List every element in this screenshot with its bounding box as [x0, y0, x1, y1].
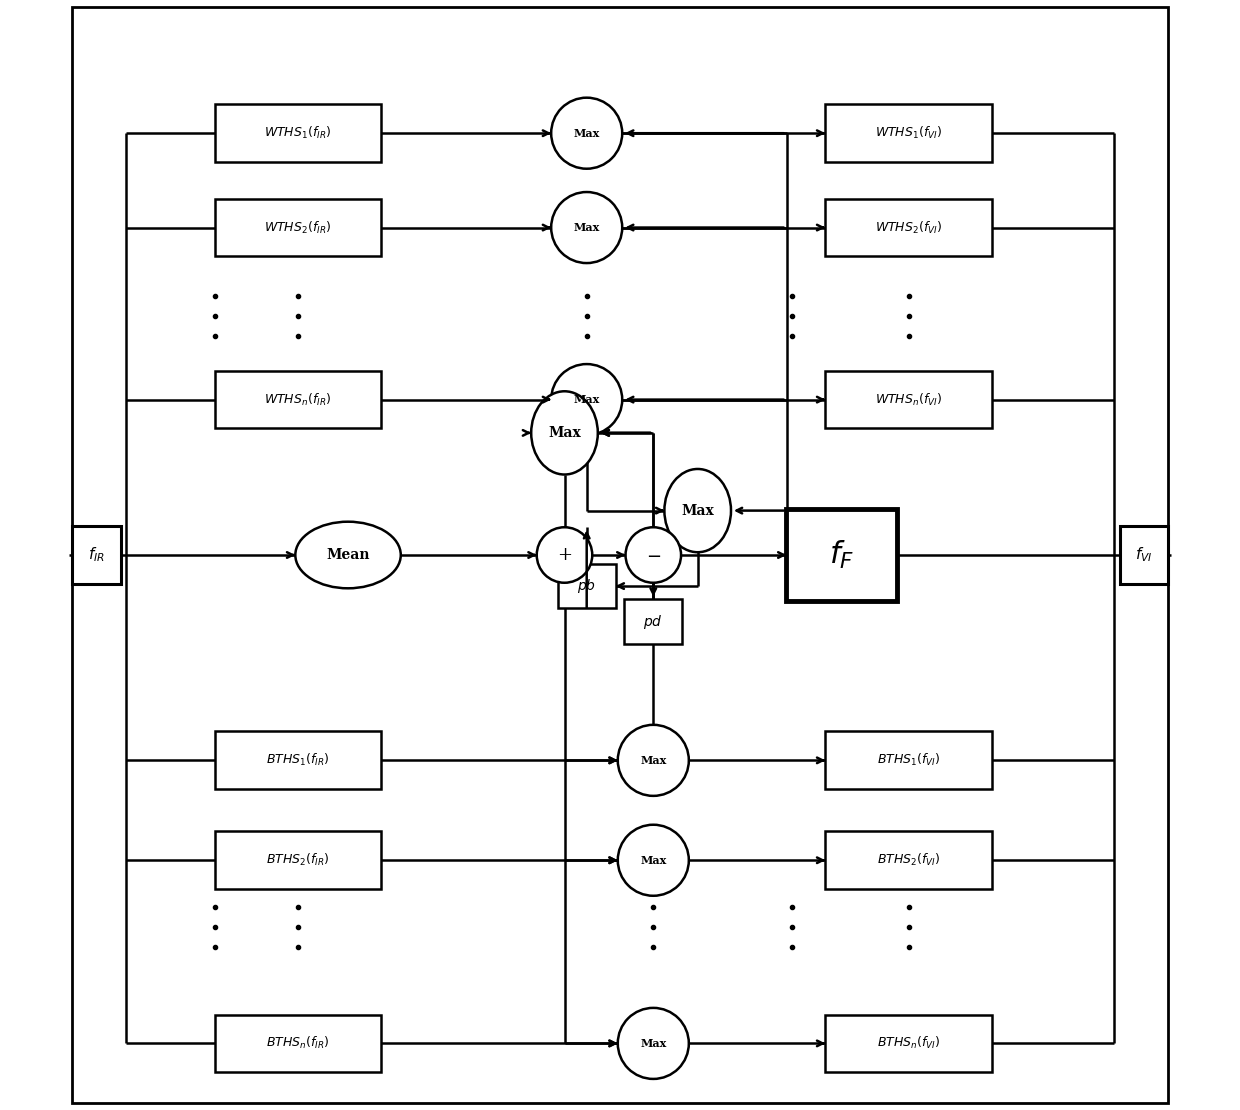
- Text: $BTHS_n(f_{VI})$: $BTHS_n(f_{VI})$: [877, 1036, 940, 1051]
- Text: $f_F$: $f_F$: [830, 539, 854, 571]
- Bar: [558, 564, 615, 608]
- Bar: [826, 831, 992, 889]
- Ellipse shape: [531, 391, 598, 475]
- Text: Max: Max: [574, 128, 600, 139]
- Bar: [215, 1015, 382, 1072]
- Text: Max: Max: [681, 504, 714, 517]
- Bar: [215, 831, 382, 889]
- Text: Max: Max: [574, 394, 600, 405]
- Text: Mean: Mean: [326, 548, 370, 562]
- Circle shape: [551, 364, 622, 435]
- Text: $BTHS_2(f_{VI})$: $BTHS_2(f_{VI})$: [877, 852, 940, 868]
- Circle shape: [551, 192, 622, 263]
- Circle shape: [625, 527, 681, 583]
- Text: $WTHS_1(f_{IR})$: $WTHS_1(f_{IR})$: [264, 125, 332, 141]
- Text: Max: Max: [548, 426, 580, 440]
- Bar: [215, 199, 382, 256]
- Bar: [1120, 526, 1168, 584]
- Bar: [786, 509, 898, 601]
- Bar: [625, 599, 682, 644]
- Ellipse shape: [295, 522, 401, 588]
- Text: $WTHS_1(f_{VI})$: $WTHS_1(f_{VI})$: [875, 125, 942, 141]
- Bar: [72, 526, 120, 584]
- Text: $WTHS_n(f_{VI})$: $WTHS_n(f_{VI})$: [875, 392, 942, 407]
- Circle shape: [618, 825, 689, 896]
- Bar: [215, 731, 382, 789]
- Bar: [215, 104, 382, 162]
- Text: Max: Max: [640, 1038, 666, 1049]
- Bar: [826, 371, 992, 428]
- Bar: [826, 199, 992, 256]
- Text: $f_{VI}$: $f_{VI}$: [1135, 546, 1153, 564]
- Text: Max: Max: [640, 755, 666, 766]
- Text: $WTHS_n(f_{IR})$: $WTHS_n(f_{IR})$: [264, 392, 332, 407]
- Text: $-$: $-$: [646, 546, 661, 564]
- Text: $BTHS_1(f_{VI})$: $BTHS_1(f_{VI})$: [877, 753, 940, 768]
- Circle shape: [618, 725, 689, 796]
- Text: $pd$: $pd$: [644, 613, 663, 630]
- Text: $pb$: $pb$: [577, 577, 596, 595]
- Bar: [215, 371, 382, 428]
- Circle shape: [551, 98, 622, 169]
- Circle shape: [537, 527, 593, 583]
- Text: $WTHS_2(f_{IR})$: $WTHS_2(f_{IR})$: [264, 220, 332, 235]
- Bar: [826, 731, 992, 789]
- Text: $WTHS_2(f_{VI})$: $WTHS_2(f_{VI})$: [875, 220, 942, 235]
- Bar: [826, 104, 992, 162]
- Text: Max: Max: [640, 855, 666, 866]
- Bar: [826, 1015, 992, 1072]
- Circle shape: [618, 1008, 689, 1079]
- Text: $BTHS_1(f_{IR})$: $BTHS_1(f_{IR})$: [267, 753, 330, 768]
- Text: $f_{IR}$: $f_{IR}$: [88, 546, 104, 564]
- Text: $BTHS_2(f_{IR})$: $BTHS_2(f_{IR})$: [267, 852, 330, 868]
- Text: +: +: [557, 546, 572, 564]
- Text: $BTHS_n(f_{IR})$: $BTHS_n(f_{IR})$: [267, 1036, 330, 1051]
- Ellipse shape: [665, 468, 732, 552]
- Text: Max: Max: [574, 222, 600, 233]
